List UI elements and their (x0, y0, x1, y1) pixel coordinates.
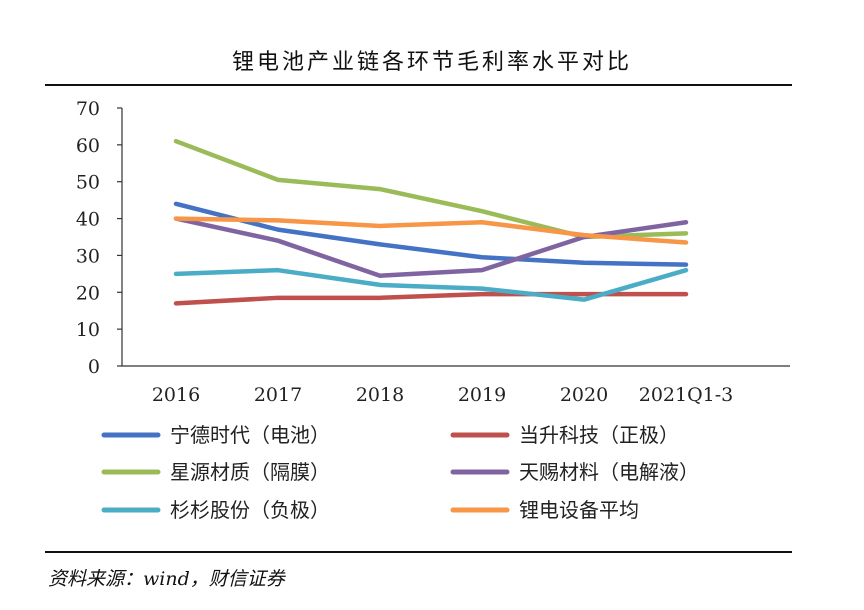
source-note: 资料来源：wind，财信证券 (48, 568, 285, 590)
series-line (173, 291, 689, 306)
y-tick-label: 60 (76, 135, 100, 157)
y-tick-label: 40 (76, 209, 100, 231)
series-line (173, 216, 689, 278)
chart-title: 锂电池产业链各环节毛利率水平对比 (231, 50, 632, 75)
legend-label: 天赐材料（电解液） (519, 460, 699, 484)
series-line (173, 267, 689, 302)
x-tick-label: 2018 (356, 384, 404, 406)
y-tick-label: 70 (76, 98, 100, 120)
x-tick-label: 2019 (458, 384, 506, 406)
legend: 宁德时代（电池） 当升科技（正极） 星源材质（隔膜） 天赐材料（电解液） 杉杉股份（负极… (101, 423, 699, 522)
x-tick-label: 2020 (560, 384, 608, 406)
y-tick-label: 0 (88, 356, 100, 378)
axes: 0 10 20 30 40 50 60 70 2016 2017 2018 2019 2020 2021Q… (76, 98, 790, 406)
legend-label: 星源材质（隔膜） (170, 460, 330, 484)
x-tick-label: 2016 (152, 384, 200, 406)
legend-label: 当升科技（正极） (519, 423, 679, 447)
legend-label: 宁德时代（电池） (170, 423, 330, 447)
series-lines (173, 138, 689, 306)
y-tick-label: 10 (76, 319, 100, 341)
series-line (173, 216, 689, 245)
legend-label: 杉杉股份（负极） (170, 498, 330, 522)
bottom-rule (45, 551, 792, 553)
top-rule (45, 84, 792, 86)
y-tick-label: 20 (76, 282, 100, 304)
series-line (173, 201, 689, 267)
y-tick-label: 30 (76, 245, 100, 267)
x-tick-label: 2017 (254, 384, 302, 406)
legend-label: 锂电设备平均 (519, 498, 639, 522)
y-tick-label: 50 (76, 172, 100, 194)
x-tick-label: 2021Q1-3 (639, 384, 734, 406)
